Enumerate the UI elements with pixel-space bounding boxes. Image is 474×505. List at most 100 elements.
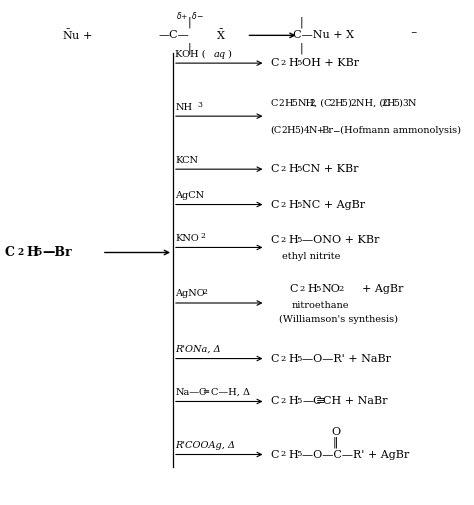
Text: (Williamson's synthesis): (Williamson's synthesis) bbox=[279, 315, 398, 324]
Text: H: H bbox=[288, 164, 298, 174]
Text: AgCN: AgCN bbox=[175, 191, 204, 200]
Text: |: | bbox=[299, 42, 303, 54]
Text: ethyl nitrite: ethyl nitrite bbox=[282, 252, 340, 261]
Text: —C—: —C— bbox=[159, 30, 190, 40]
Text: H: H bbox=[288, 396, 298, 407]
Text: ≡: ≡ bbox=[316, 396, 325, 407]
Text: C: C bbox=[270, 235, 279, 245]
Text: 2: 2 bbox=[281, 165, 286, 173]
Text: H: H bbox=[26, 246, 38, 259]
Text: —C: —C bbox=[302, 396, 322, 407]
Text: 5: 5 bbox=[296, 397, 301, 406]
Text: + AgBr: + AgBr bbox=[348, 284, 404, 294]
Text: N: N bbox=[408, 99, 416, 108]
Text: 5: 5 bbox=[296, 200, 301, 209]
Text: H: H bbox=[386, 99, 395, 108]
Text: H: H bbox=[307, 284, 317, 294]
Text: R'ONa, Δ: R'ONa, Δ bbox=[175, 345, 221, 354]
Text: H: H bbox=[287, 126, 295, 135]
Text: 2: 2 bbox=[351, 99, 356, 108]
Text: OH + KBr: OH + KBr bbox=[302, 58, 360, 68]
Text: NO: NO bbox=[321, 284, 340, 294]
Text: 3: 3 bbox=[198, 101, 203, 109]
Text: Na—C: Na—C bbox=[175, 388, 207, 397]
Text: AgNO: AgNO bbox=[175, 289, 205, 298]
Text: nitroethane: nitroethane bbox=[292, 301, 349, 310]
Text: 2: 2 bbox=[329, 99, 335, 108]
Text: 5: 5 bbox=[36, 248, 42, 257]
Text: $\mathregular{\bar{N}u}$ +: $\mathregular{\bar{N}u}$ + bbox=[62, 28, 92, 42]
Text: C: C bbox=[270, 199, 279, 210]
Text: H: H bbox=[288, 354, 298, 364]
Text: 2: 2 bbox=[281, 236, 286, 244]
Text: 2: 2 bbox=[300, 285, 305, 293]
Text: C: C bbox=[5, 246, 15, 259]
Text: H: H bbox=[288, 58, 298, 68]
Text: NH, (C: NH, (C bbox=[356, 99, 391, 108]
Text: 2: 2 bbox=[281, 59, 286, 67]
Text: 2: 2 bbox=[17, 248, 23, 257]
Text: —O—R' + NaBr: —O—R' + NaBr bbox=[302, 354, 392, 364]
Text: C: C bbox=[289, 284, 298, 294]
Text: C: C bbox=[270, 354, 279, 364]
Text: ≡: ≡ bbox=[202, 388, 210, 396]
Text: CN + KBr: CN + KBr bbox=[302, 164, 359, 174]
Text: Br: Br bbox=[321, 126, 333, 135]
Text: NH: NH bbox=[175, 103, 192, 112]
Text: $\mathregular{\bar{X}}$: $\mathregular{\bar{X}}$ bbox=[216, 28, 226, 42]
Text: 5: 5 bbox=[296, 450, 301, 459]
Text: NC + AgBr: NC + AgBr bbox=[302, 199, 365, 210]
Text: 2: 2 bbox=[309, 99, 315, 108]
Text: 5: 5 bbox=[341, 99, 347, 108]
Text: |: | bbox=[188, 17, 191, 28]
Text: 2: 2 bbox=[281, 450, 286, 459]
Text: 2: 2 bbox=[381, 99, 387, 108]
Text: 5: 5 bbox=[315, 285, 320, 293]
Text: H: H bbox=[288, 235, 298, 245]
Text: 5: 5 bbox=[296, 59, 301, 67]
Text: N: N bbox=[309, 126, 318, 135]
Text: −: − bbox=[332, 126, 339, 135]
Text: KNO: KNO bbox=[175, 234, 199, 243]
Text: 5: 5 bbox=[292, 99, 297, 108]
Text: aq: aq bbox=[213, 49, 226, 59]
Text: H: H bbox=[284, 99, 293, 108]
Text: 2: 2 bbox=[339, 285, 344, 293]
Text: C: C bbox=[270, 99, 278, 108]
Text: —C—Nu + X: —C—Nu + X bbox=[282, 30, 354, 40]
Text: ): ) bbox=[228, 49, 231, 59]
Text: C: C bbox=[270, 164, 279, 174]
Text: (C: (C bbox=[270, 126, 282, 135]
Text: KCN: KCN bbox=[175, 156, 199, 165]
Text: R'COOAg, Δ: R'COOAg, Δ bbox=[175, 441, 236, 450]
Text: 5: 5 bbox=[294, 126, 300, 135]
Text: 2: 2 bbox=[281, 355, 286, 363]
Text: 2: 2 bbox=[281, 126, 287, 135]
Text: C: C bbox=[270, 58, 279, 68]
Text: C: C bbox=[270, 396, 279, 407]
Text: O: O bbox=[331, 427, 340, 437]
Text: 2: 2 bbox=[202, 288, 207, 296]
Text: C—H, Δ: C—H, Δ bbox=[211, 388, 250, 397]
Text: 5: 5 bbox=[296, 165, 301, 173]
Text: $\delta$+  $\delta$−: $\delta$+ $\delta$− bbox=[175, 10, 204, 21]
Text: ): ) bbox=[300, 126, 303, 135]
Text: NH: NH bbox=[297, 99, 314, 108]
Text: H: H bbox=[335, 99, 343, 108]
Text: +: + bbox=[316, 126, 324, 135]
Text: —O—C—R' + AgBr: —O—C—R' + AgBr bbox=[302, 449, 410, 460]
Text: (Hofmann ammonolysis): (Hofmann ammonolysis) bbox=[337, 126, 461, 135]
Text: 5: 5 bbox=[393, 99, 399, 108]
Text: $^{-}$: $^{-}$ bbox=[410, 30, 418, 40]
Text: —Br: —Br bbox=[43, 246, 72, 259]
Text: H: H bbox=[288, 199, 298, 210]
Text: 5: 5 bbox=[296, 355, 301, 363]
Text: ‖: ‖ bbox=[333, 436, 338, 447]
Text: C: C bbox=[270, 449, 279, 460]
Text: |: | bbox=[299, 17, 303, 28]
Text: 2: 2 bbox=[281, 397, 286, 406]
Text: , (C: , (C bbox=[314, 99, 332, 108]
Text: 2: 2 bbox=[201, 232, 205, 240]
Text: H: H bbox=[288, 449, 298, 460]
Text: —ONO + KBr: —ONO + KBr bbox=[302, 235, 380, 245]
